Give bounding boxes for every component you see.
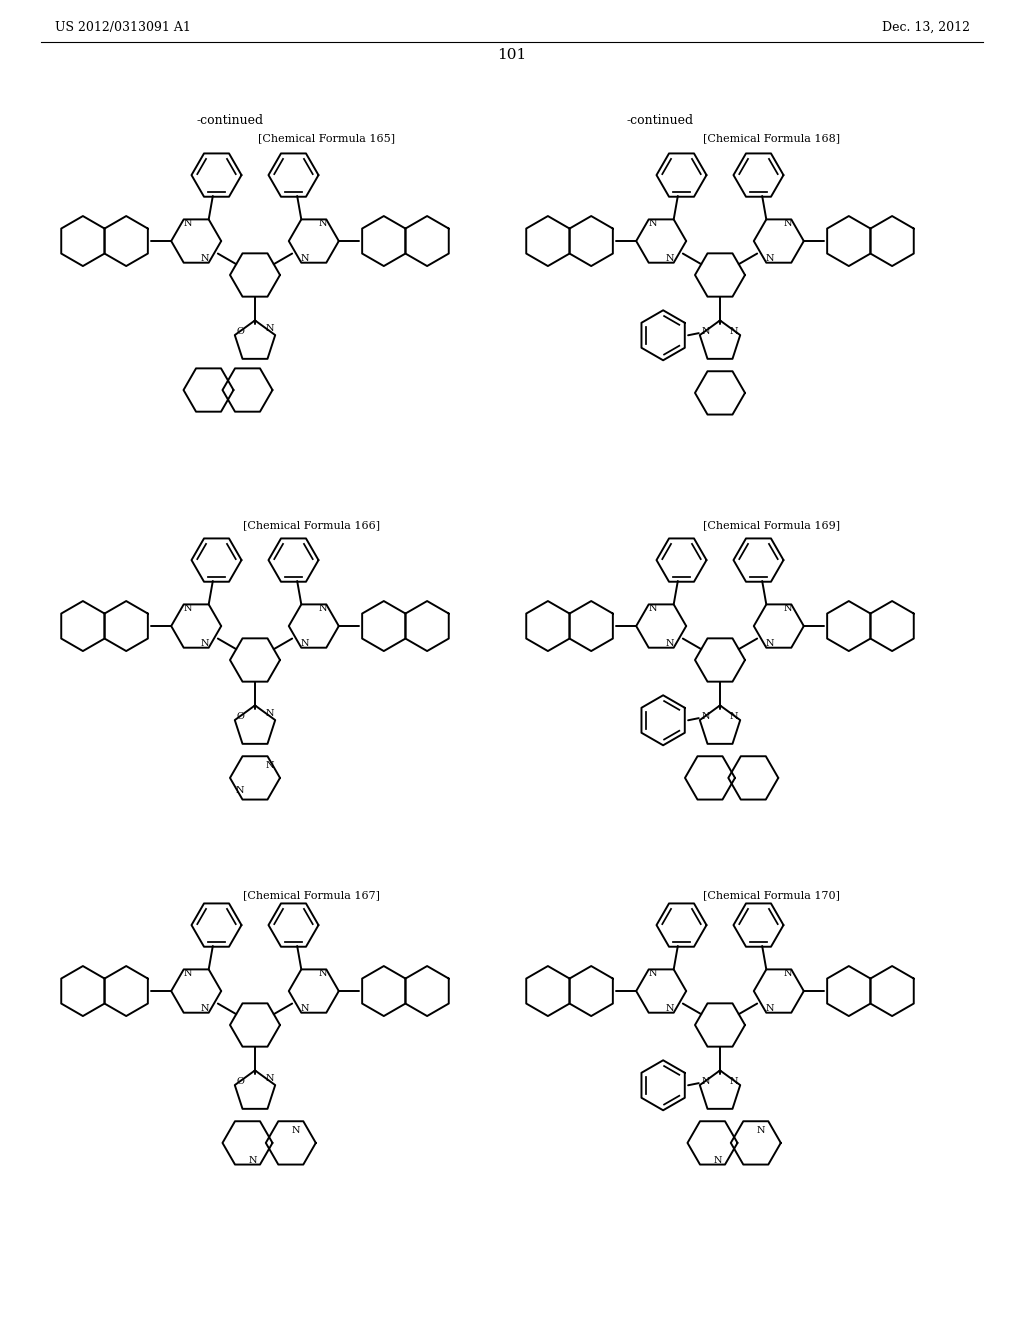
Text: N: N [783, 969, 792, 978]
Text: N: N [201, 253, 209, 263]
Text: N: N [648, 219, 656, 228]
Text: O: O [237, 1077, 244, 1085]
Text: N: N [766, 639, 774, 648]
Text: N: N [318, 219, 327, 228]
Text: N: N [201, 1003, 209, 1012]
Text: N: N [265, 325, 274, 334]
Text: N: N [183, 969, 191, 978]
Text: N: N [248, 1156, 257, 1166]
Text: [Chemical Formula 168]: [Chemical Formula 168] [702, 133, 840, 143]
Text: O: O [237, 326, 244, 335]
Text: N: N [265, 1074, 274, 1084]
Text: [Chemical Formula 165]: [Chemical Formula 165] [258, 133, 395, 143]
Text: N: N [757, 1126, 765, 1135]
Text: US 2012/0313091 A1: US 2012/0313091 A1 [55, 21, 190, 33]
Text: N: N [729, 326, 738, 335]
Text: N: N [183, 605, 191, 614]
Text: N: N [318, 969, 327, 978]
Text: N: N [701, 326, 711, 335]
Text: 101: 101 [498, 48, 526, 62]
Text: N: N [648, 605, 656, 614]
Text: N: N [666, 253, 674, 263]
Text: N: N [266, 760, 274, 770]
Text: N: N [701, 1077, 711, 1085]
Text: [Chemical Formula 167]: [Chemical Formula 167] [243, 890, 380, 900]
Text: N: N [236, 785, 245, 795]
Text: N: N [301, 1003, 309, 1012]
Text: N: N [729, 711, 738, 721]
Text: N: N [766, 1003, 774, 1012]
Text: N: N [648, 969, 656, 978]
Text: N: N [729, 1077, 738, 1085]
Text: N: N [666, 1003, 674, 1012]
Text: N: N [783, 219, 792, 228]
Text: N: N [183, 219, 191, 228]
Text: [Chemical Formula 169]: [Chemical Formula 169] [702, 520, 840, 531]
Text: N: N [783, 605, 792, 614]
Text: N: N [701, 711, 711, 721]
Text: N: N [766, 253, 774, 263]
Text: O: O [237, 711, 244, 721]
Text: -continued: -continued [197, 114, 263, 127]
Text: N: N [666, 639, 674, 648]
Text: [Chemical Formula 166]: [Chemical Formula 166] [243, 520, 380, 531]
Text: N: N [265, 709, 274, 718]
Text: N: N [292, 1126, 300, 1135]
Text: N: N [201, 639, 209, 648]
Text: -continued: -continued [627, 114, 693, 127]
Text: N: N [714, 1156, 722, 1166]
Text: Dec. 13, 2012: Dec. 13, 2012 [882, 21, 970, 33]
Text: N: N [301, 639, 309, 648]
Text: N: N [318, 605, 327, 614]
Text: [Chemical Formula 170]: [Chemical Formula 170] [703, 890, 840, 900]
Text: N: N [301, 253, 309, 263]
